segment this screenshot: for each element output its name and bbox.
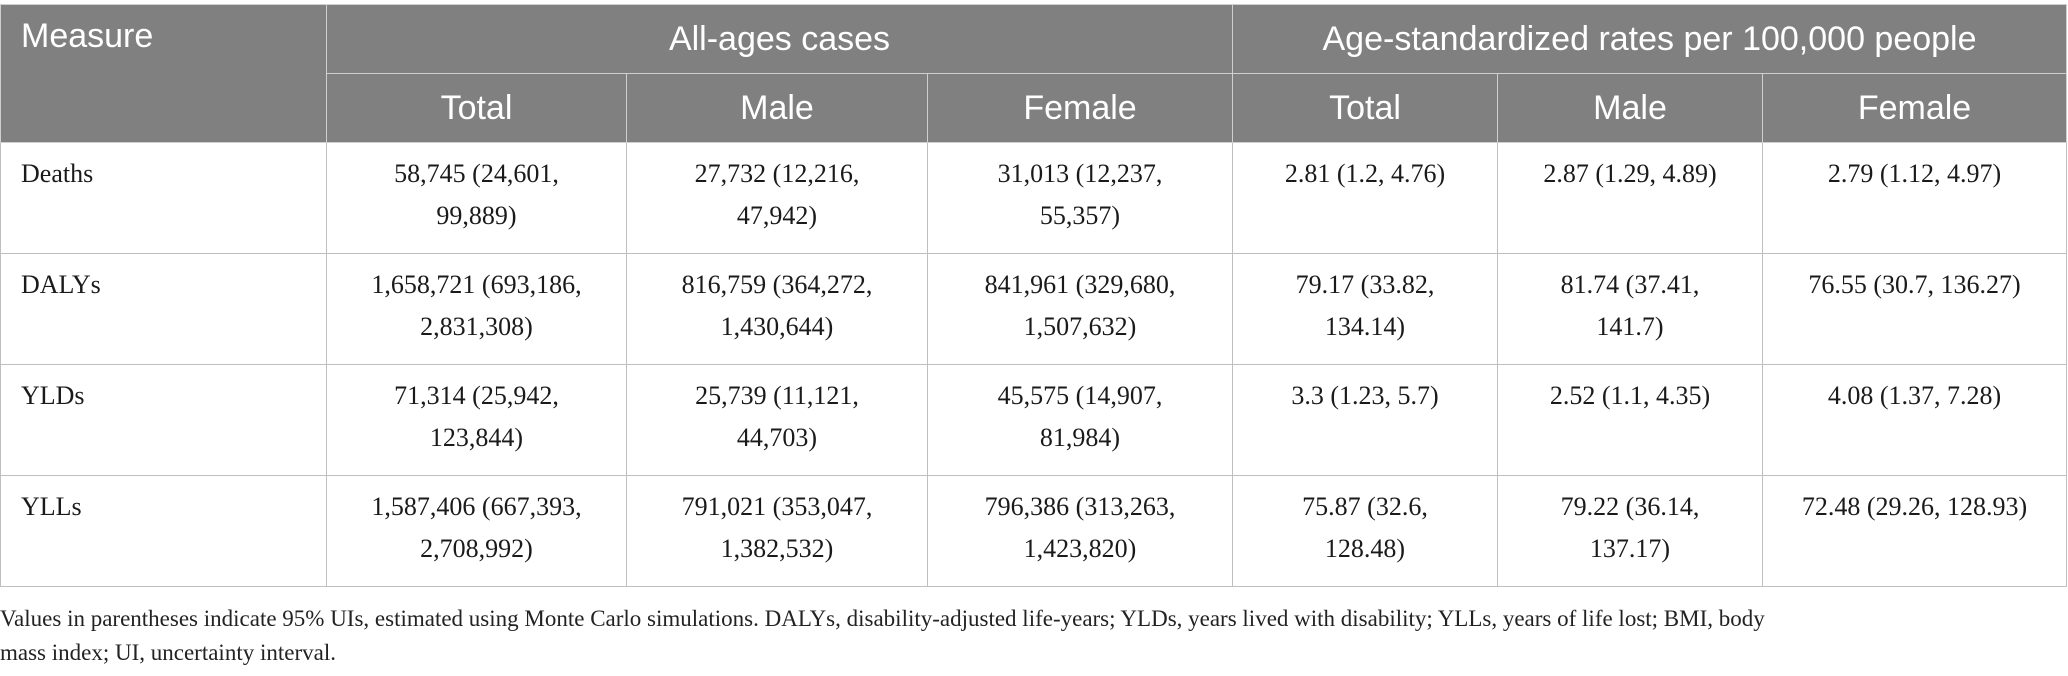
cell-line: 31,013 (12,237,: [997, 159, 1163, 188]
cell-line: 47,942): [736, 201, 818, 230]
table-cell: 45,575 (14,907, 81,984): [926, 364, 1234, 476]
row-measure-label: DALYs: [0, 253, 327, 365]
table-cell: 81.74 (37.41, 141.7): [1497, 253, 1764, 365]
table-cell: 75.87 (32.6, 128.48): [1232, 475, 1499, 587]
cell-line: 123,844): [429, 423, 524, 452]
cell-line: 45,575 (14,907,: [997, 381, 1163, 410]
cell-line: 71,314 (25,942,: [394, 381, 559, 410]
cell-line: 2.52 (1.1, 4.35): [1549, 381, 1711, 410]
cell-line: 1,423,820): [1023, 534, 1137, 563]
cell-line: 55,357): [1039, 201, 1121, 230]
header-subcolumn: Male: [626, 73, 928, 143]
cell-line: 2.81 (1.2, 4.76): [1284, 159, 1446, 188]
cell-line: 25,739 (11,121,: [695, 381, 859, 410]
header-group-all-ages: All-ages cases: [325, 4, 1234, 74]
cell-line: 79.17 (33.82,: [1295, 270, 1435, 299]
footnote: Values in parentheses indicate 95% UIs, …: [0, 602, 2060, 670]
cell-line: 841,961 (329,680,: [984, 270, 1176, 299]
table-cell: 79.22 (36.14, 137.17): [1497, 475, 1764, 587]
cell-line: 1,587,406 (667,393,: [371, 492, 582, 521]
cell-line: 79.22 (36.14,: [1560, 492, 1700, 521]
table-cell: 2.87 (1.29, 4.89): [1497, 142, 1764, 254]
table-cell: 791,021 (353,047, 1,382,532): [626, 475, 928, 587]
footnote-line: Values in parentheses indicate 95% UIs, …: [0, 606, 1765, 631]
cell-line: 137.17): [1589, 534, 1671, 563]
data-table: Measure All-ages cases Age-standardized …: [0, 4, 2068, 587]
cell-line: 1,507,632): [1023, 312, 1137, 341]
header-row-subcolumns: Total Male Female Total Male Female: [1, 73, 2068, 143]
header-measure: Measure: [0, 4, 327, 143]
table-cell: 3.3 (1.23, 5.7): [1232, 364, 1499, 476]
table-header: Measure All-ages cases Age-standardized …: [0, 4, 2068, 143]
table-cell: 816,759 (364,272, 1,430,644): [626, 253, 928, 365]
header-group-age-standardized: Age-standardized rates per 100,000 peopl…: [1232, 4, 2068, 74]
table-cell: 2.52 (1.1, 4.35): [1497, 364, 1764, 476]
table-row: Deaths 58,745 (24,601, 99,889) 27,732 (12,2…: [0, 142, 2068, 254]
cell-line: 76.55 (30.7, 136.27): [1808, 270, 2021, 299]
cell-line: 141.7): [1596, 312, 1664, 341]
cell-line: 81.74 (37.41,: [1560, 270, 1700, 299]
table-cell: 25,739 (11,121, 44,703): [626, 364, 928, 476]
cell-line: 1,658,721 (693,186,: [371, 270, 582, 299]
header-subcolumn: Female: [926, 73, 1234, 143]
table-row: YLLs 1,587,406 (667,393, 2,708,992) 791,021…: [0, 475, 2068, 587]
cell-line: 796,386 (313,263,: [984, 492, 1176, 521]
cell-line: 2,708,992): [420, 534, 533, 563]
cell-line: 128.48): [1324, 534, 1406, 563]
cell-line: 72.48 (29.26, 128.93): [1801, 492, 2028, 521]
header-subcolumn: Total: [1232, 73, 1499, 143]
table-cell: 1,658,721 (693,186, 2,831,308): [326, 253, 627, 365]
cell-line: 816,759 (364,272,: [681, 270, 873, 299]
cell-line: 75.87 (32.6,: [1302, 492, 1428, 521]
header-subcolumn: Total: [326, 73, 627, 143]
footnote-line: mass index; UI, uncertainty interval.: [0, 640, 336, 665]
cell-line: 27,732 (12,216,: [694, 159, 860, 188]
table-cell: 4.08 (1.37, 7.28): [1762, 364, 2068, 476]
table-cell: 841,961 (329,680, 1,507,632): [926, 253, 1234, 365]
cell-line: 791,021 (353,047,: [681, 492, 873, 521]
cell-line: 2.79 (1.12, 4.97): [1827, 159, 2002, 188]
table-cell: 1,587,406 (667,393, 2,708,992): [326, 475, 627, 587]
row-measure-label: YLLs: [0, 475, 327, 587]
cell-line: 2.87 (1.29, 4.89): [1543, 159, 1717, 188]
row-measure-label: YLDs: [0, 364, 327, 476]
cell-line: 99,889): [436, 201, 517, 230]
cell-line: 4.08 (1.37, 7.28): [1827, 381, 2002, 410]
cell-line: 44,703): [736, 423, 818, 452]
cell-line: 58,745 (24,601,: [394, 159, 559, 188]
table-cell: 796,386 (313,263, 1,423,820): [926, 475, 1234, 587]
cell-line: 2,831,308): [420, 312, 533, 341]
cell-line: 1,430,644): [720, 312, 834, 341]
table-cell: 79.17 (33.82, 134.14): [1232, 253, 1499, 365]
table-cell: 58,745 (24,601, 99,889): [326, 142, 627, 254]
table-cell: 31,013 (12,237, 55,357): [926, 142, 1234, 254]
header-row-groups: Measure All-ages cases Age-standardized …: [0, 4, 2068, 143]
cell-line: 134.14): [1324, 312, 1406, 341]
table-cell: 2.79 (1.12, 4.97): [1762, 142, 2068, 254]
table-body: Deaths 58,745 (24,601, 99,889) 27,732 (12,2…: [0, 142, 2068, 587]
table-container: Measure All-ages cases Age-standardized …: [0, 4, 2068, 587]
cell-line: 1,382,532): [720, 534, 834, 563]
header-subcolumn: Male: [1497, 73, 1764, 143]
table-cell: 72.48 (29.26, 128.93): [1762, 475, 2068, 587]
cell-line: 3.3 (1.23, 5.7): [1291, 381, 1439, 410]
table-cell: 76.55 (30.7, 136.27): [1762, 253, 2068, 365]
table-cell: 2.81 (1.2, 4.76): [1232, 142, 1499, 254]
header-subcolumn: Female: [1762, 73, 2068, 143]
row-measure-label: Deaths: [0, 142, 327, 254]
table-row: DALYs 1,658,721 (693,186, 2,831,308) 816,75…: [0, 253, 2068, 365]
table-cell: 27,732 (12,216, 47,942): [626, 142, 928, 254]
table-cell: 71,314 (25,942, 123,844): [326, 364, 627, 476]
table-row: YLDs 71,314 (25,942, 123,844) 25,739 (11,12…: [0, 364, 2068, 476]
cell-line: 81,984): [1039, 423, 1121, 452]
